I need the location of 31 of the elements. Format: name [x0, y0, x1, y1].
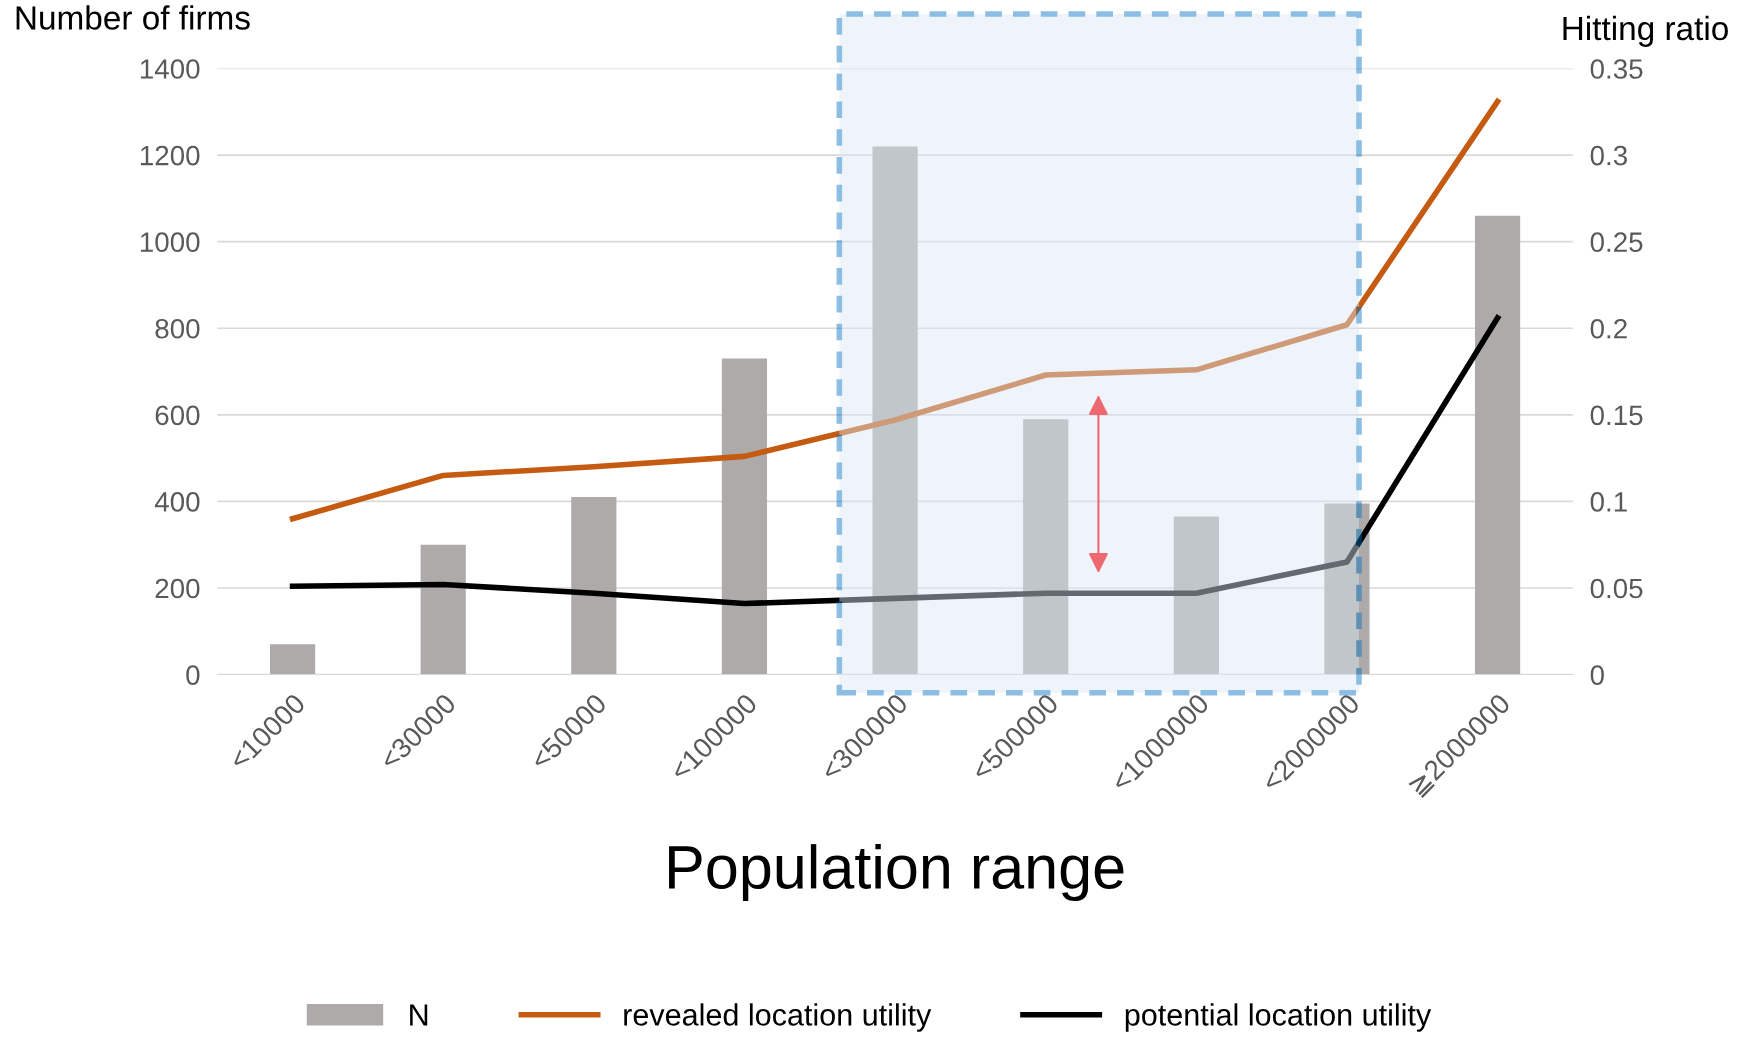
bar — [872, 146, 918, 675]
y2-tick-label: 0.35 — [1590, 59, 1643, 79]
y2-tick-label: 0.25 — [1590, 232, 1643, 253]
y-tick-label: 1200 — [140, 145, 200, 166]
y-tick-label: 600 — [155, 405, 200, 426]
y2-tick-label: 0.1 — [1590, 492, 1627, 512]
bar — [420, 544, 466, 675]
y-tick-label: 1400 — [140, 59, 200, 79]
y2-tick-label: 0.3 — [1590, 145, 1627, 166]
y2-tick-label: 0.2 — [1590, 318, 1627, 339]
y-tick-label: 200 — [155, 578, 200, 599]
y-tick-label: 0 — [186, 665, 200, 685]
legend-label: revealed location utility — [624, 1003, 932, 1032]
y-tick-label: 800 — [155, 318, 200, 339]
legend-label: potential location utility — [1125, 1003, 1432, 1032]
bar — [1324, 503, 1370, 675]
y-tick-label: 400 — [154, 492, 200, 512]
bar — [1023, 419, 1069, 675]
y2-axis-title: Hitting ratio — [1563, 15, 1728, 47]
y2-tick-label: 0.05 — [1590, 578, 1643, 599]
bar — [571, 497, 617, 675]
bar — [721, 358, 768, 675]
y2-tick-label: 0.15 — [1590, 405, 1643, 426]
bar — [1173, 516, 1219, 675]
y-axis-title: Number of firms — [16, 5, 250, 30]
x-axis-title: Population range — [669, 844, 1124, 902]
bar — [269, 644, 316, 675]
y-tick-label: 1000 — [140, 232, 200, 253]
bar — [1474, 215, 1521, 675]
y2-tick-label: 0 — [1590, 665, 1604, 685]
legend-label: N — [410, 1004, 428, 1026]
